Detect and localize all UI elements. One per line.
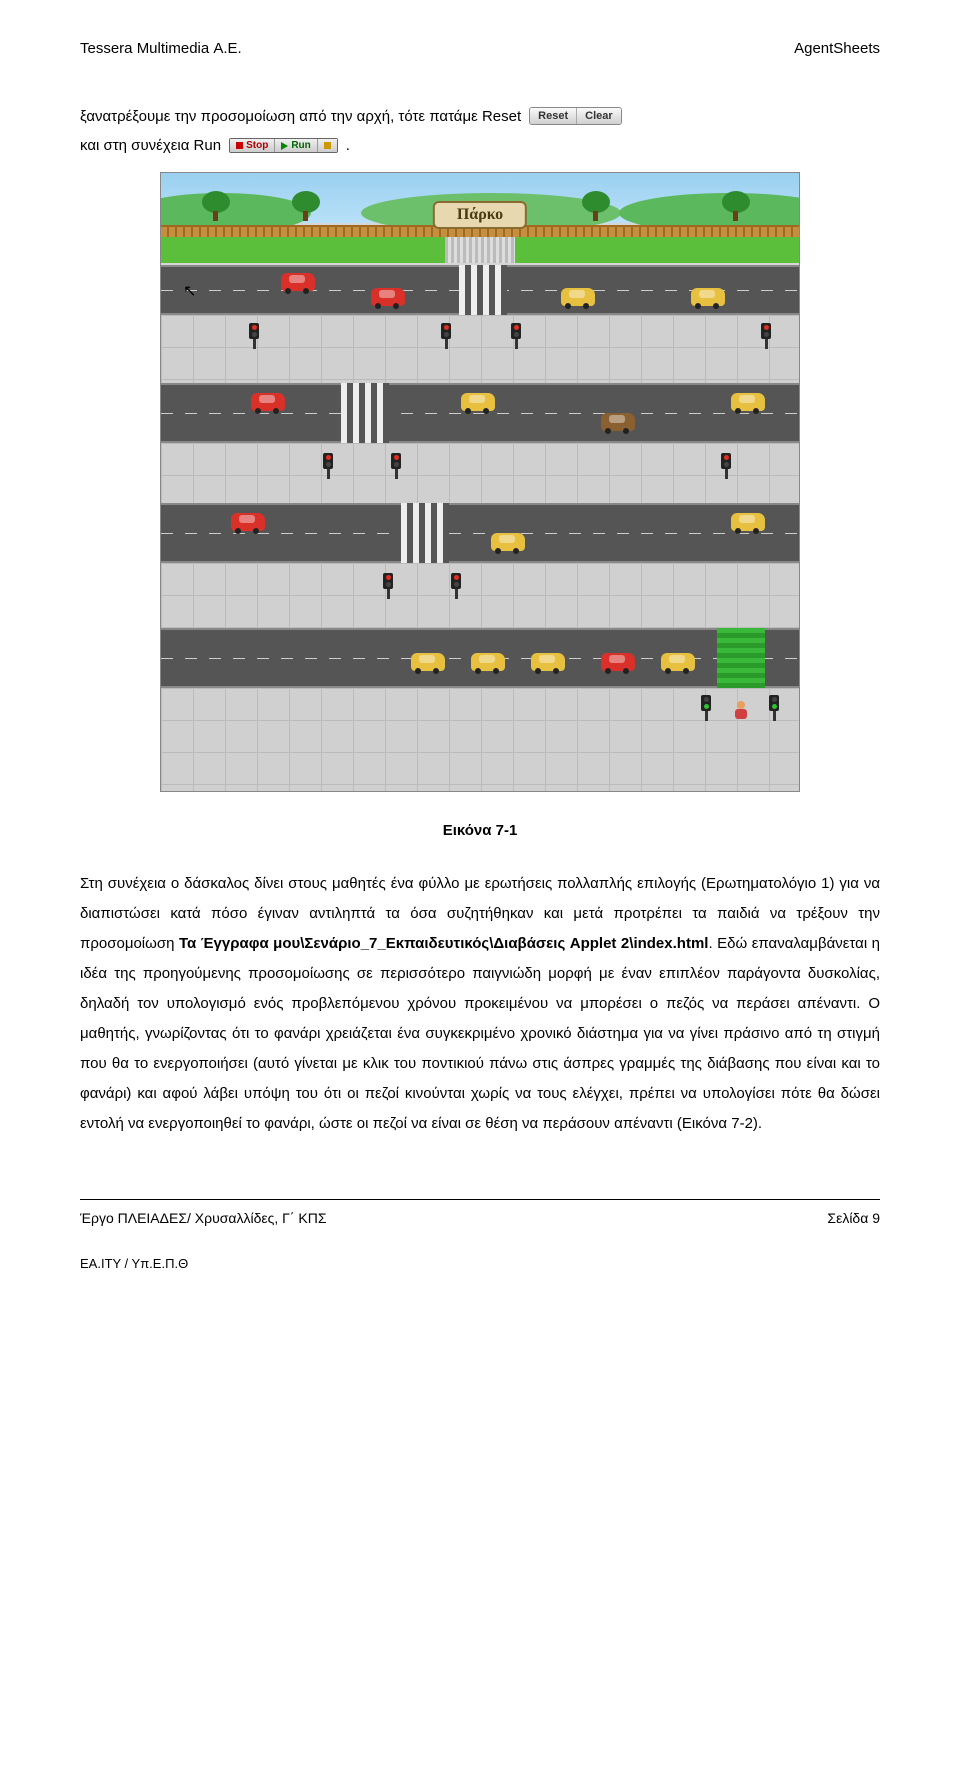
- traffic-light[interactable]: [451, 573, 461, 599]
- car: [731, 513, 765, 531]
- car: [411, 653, 445, 671]
- tree: [581, 191, 611, 221]
- tree: [721, 191, 751, 221]
- play-icon: [281, 142, 288, 150]
- stop-run-buttons: Stop Run: [229, 138, 338, 153]
- clear-button[interactable]: Clear: [577, 108, 621, 124]
- crossing[interactable]: [459, 265, 507, 315]
- car: [731, 393, 765, 411]
- traffic-light[interactable]: [441, 323, 451, 349]
- reset-clear-buttons: Reset Clear: [529, 107, 622, 125]
- page-footer: Έργο ΠΛΕΙΑΔΕΣ/ Χρυσαλλίδες, Γ΄ ΚΠΣ Σελίδ…: [80, 1210, 880, 1226]
- figure-caption: Εικόνα 7-1: [80, 822, 880, 839]
- intro-line2-post: .: [346, 137, 350, 154]
- traffic-light[interactable]: [391, 453, 401, 479]
- run-button[interactable]: Run: [275, 139, 317, 152]
- pedestrian: [733, 701, 749, 721]
- car: [371, 288, 405, 306]
- footer-divider: [80, 1199, 880, 1200]
- car: [491, 533, 525, 551]
- park-sign: Πάρκο: [433, 201, 527, 229]
- traffic-light[interactable]: [323, 453, 333, 479]
- car: [531, 653, 565, 671]
- step-button[interactable]: [318, 139, 337, 152]
- body-path-bold: Τα Έγγραφα μου\Σενάριο_7_Εκπαιδευτικός\Δ…: [179, 935, 708, 952]
- car: [601, 653, 635, 671]
- footer-right: Σελίδα 9: [827, 1210, 880, 1226]
- traffic-light[interactable]: [761, 323, 771, 349]
- step-icon: [324, 142, 331, 149]
- traffic-light[interactable]: [383, 573, 393, 599]
- body-text-b: . Εδώ επαναλαμβάνεται η ιδέα της προηγού…: [80, 935, 880, 1132]
- sub-footer: ΕΑ.ΙΤΥ / Υπ.Ε.Π.Θ: [80, 1256, 880, 1271]
- header-left: Tessera Multimedia Α.Ε.: [80, 40, 242, 57]
- car: [231, 513, 265, 531]
- sidewalk: [161, 563, 799, 628]
- sidewalk: [161, 443, 799, 503]
- car: [691, 288, 725, 306]
- car: [561, 288, 595, 306]
- reset-button[interactable]: Reset: [530, 108, 577, 124]
- traffic-light[interactable]: [511, 323, 521, 349]
- stop-icon: [236, 142, 243, 149]
- car: [601, 413, 635, 431]
- traffic-light[interactable]: [721, 453, 731, 479]
- car: [281, 273, 315, 291]
- traffic-light[interactable]: [769, 695, 779, 721]
- traffic-light[interactable]: [701, 695, 711, 721]
- intro-line1: ξανατρέξουμε την προσομοίωση από την αρχ…: [80, 108, 521, 125]
- intro-text: ξανατρέξουμε την προσομοίωση από την αρχ…: [80, 107, 880, 154]
- crossing[interactable]: [341, 383, 389, 443]
- car: [461, 393, 495, 411]
- crossing[interactable]: [401, 503, 449, 563]
- park-path: [445, 237, 515, 263]
- road: [161, 503, 799, 563]
- intro-line2-pre: και στη συνέχεια Run: [80, 137, 221, 154]
- traffic-light[interactable]: [249, 323, 259, 349]
- car: [661, 653, 695, 671]
- tree: [291, 191, 321, 221]
- page-header: Tessera Multimedia Α.Ε. AgentSheets: [80, 40, 880, 57]
- car: [471, 653, 505, 671]
- cursor-icon: ↖: [183, 281, 196, 301]
- header-right: AgentSheets: [794, 40, 880, 57]
- green-crossing: [717, 628, 765, 688]
- tree: [201, 191, 231, 221]
- car: [251, 393, 285, 411]
- game-figure: Πάρκο ↖: [80, 172, 880, 792]
- game-canvas: Πάρκο ↖: [160, 172, 800, 792]
- stop-button[interactable]: Stop: [230, 139, 275, 152]
- footer-left: Έργο ΠΛΕΙΑΔΕΣ/ Χρυσαλλίδες, Γ΄ ΚΠΣ: [80, 1210, 327, 1226]
- body-paragraph: Στη συνέχεια ο δάσκαλος δίνει στους μαθη…: [80, 869, 880, 1139]
